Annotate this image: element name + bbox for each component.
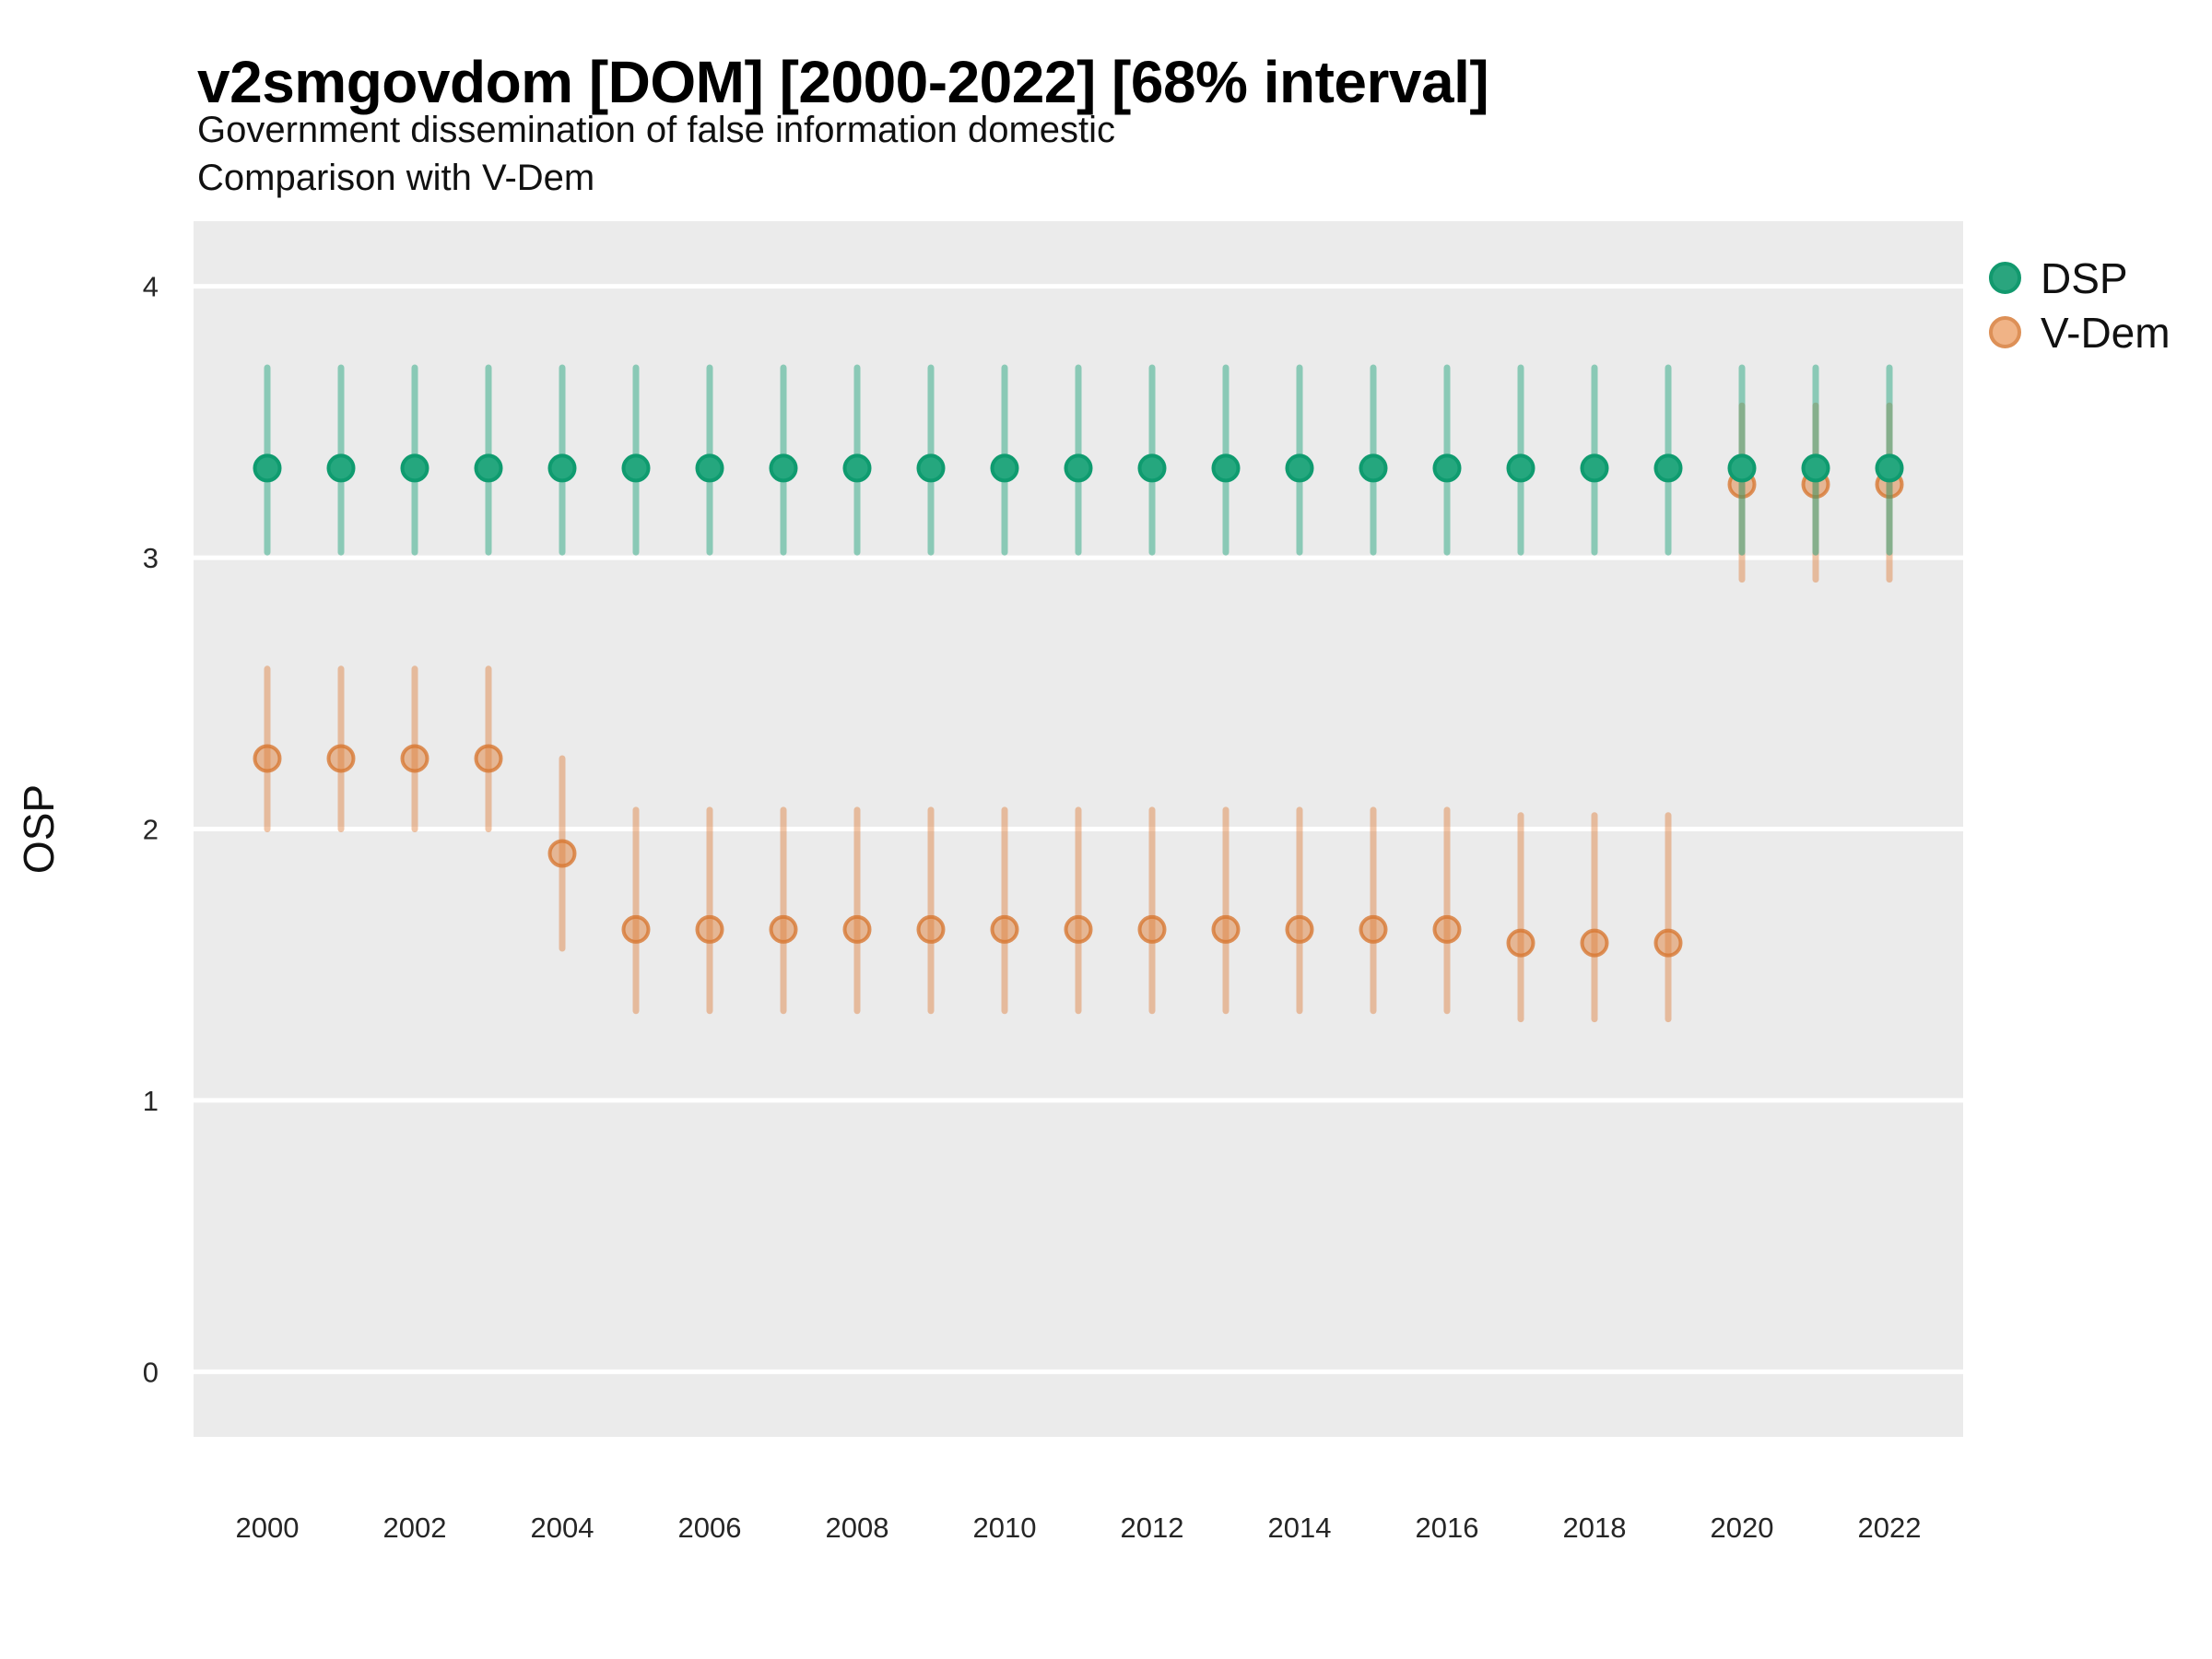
dsp-point xyxy=(1580,453,1609,483)
vdem-point xyxy=(1211,914,1241,944)
chart-subtitle-comparison: Comparison with V-Dem xyxy=(197,158,595,198)
dsp-point xyxy=(1801,453,1830,483)
vdem-point xyxy=(1137,914,1167,944)
legend-label-dsp: DSP xyxy=(2041,253,2128,302)
dsp-point xyxy=(1285,453,1314,483)
legend: DSP V-Dem xyxy=(1989,251,2171,359)
dsp-point xyxy=(990,453,1019,483)
vdem-point xyxy=(1064,914,1093,944)
dsp-point xyxy=(400,453,429,483)
dsp-point xyxy=(547,453,577,483)
vdem-point xyxy=(1432,914,1462,944)
x-tick-label: 2002 xyxy=(383,1512,447,1544)
dsp-point xyxy=(1875,453,1904,483)
vdem-point xyxy=(1653,928,1683,958)
dsp-point xyxy=(621,453,651,483)
x-tick-label: 2014 xyxy=(1268,1512,1332,1544)
x-tick-label: 2020 xyxy=(1711,1512,1774,1544)
dsp-point xyxy=(1727,453,1757,483)
x-tick-label: 2004 xyxy=(531,1512,594,1544)
x-tick-label: 2010 xyxy=(973,1512,1037,1544)
legend-item-dsp: DSP xyxy=(1989,251,2171,305)
vdem-point xyxy=(990,914,1019,944)
vdem-point xyxy=(1580,928,1609,958)
vdem-point xyxy=(621,914,651,944)
dsp-point xyxy=(1064,453,1093,483)
vdem-point xyxy=(769,914,798,944)
vdem-point xyxy=(916,914,946,944)
y-tick-label: 1 xyxy=(143,1085,159,1117)
vdem-point xyxy=(253,744,282,773)
y-tick-label: 2 xyxy=(143,814,159,846)
x-tick-label: 2000 xyxy=(236,1512,300,1544)
dsp-point xyxy=(1432,453,1462,483)
x-tick-label: 2006 xyxy=(678,1512,742,1544)
dsp-point xyxy=(253,453,282,483)
dsp-point xyxy=(769,453,798,483)
dsp-point xyxy=(1653,453,1683,483)
vdem-point xyxy=(400,744,429,773)
y-tick-label: 0 xyxy=(143,1356,159,1388)
dsp-point xyxy=(1506,453,1535,483)
y-tick-label: 3 xyxy=(143,542,159,574)
dsp-point xyxy=(916,453,946,483)
vdem-point xyxy=(695,914,724,944)
dsp-point xyxy=(326,453,356,483)
y-axis-title: OSP xyxy=(15,784,63,874)
vdem-point xyxy=(1285,914,1314,944)
dsp-point xyxy=(1359,453,1388,483)
chart-subtitle: Government dissemination of false inform… xyxy=(197,110,1116,150)
y-tick-label: 4 xyxy=(143,271,159,303)
vdem-point xyxy=(547,839,577,868)
vdem-point xyxy=(474,744,503,773)
dsp-point xyxy=(474,453,503,483)
dsp-point xyxy=(842,453,872,483)
dsp-legend-dot-icon xyxy=(1989,262,2021,294)
x-tick-label: 2018 xyxy=(1563,1512,1627,1544)
vdem-point xyxy=(842,914,872,944)
vdem-point xyxy=(1359,914,1388,944)
x-tick-label: 2016 xyxy=(1416,1512,1479,1544)
vdem-legend-dot-icon xyxy=(1989,316,2021,348)
chart-title: v2smgovdom [DOM] [2000-2022] [68% interv… xyxy=(197,49,1489,115)
legend-label-vdem: V-Dem xyxy=(2041,308,2171,357)
dsp-point xyxy=(1211,453,1241,483)
dsp-point xyxy=(1137,453,1167,483)
x-tick-label: 2012 xyxy=(1121,1512,1184,1544)
vdem-point xyxy=(326,744,356,773)
x-tick-label: 2022 xyxy=(1858,1512,1922,1544)
legend-item-vdem: V-Dem xyxy=(1989,305,2171,359)
x-tick-label: 2008 xyxy=(826,1512,889,1544)
vdem-point xyxy=(1506,928,1535,958)
dsp-point xyxy=(695,453,724,483)
